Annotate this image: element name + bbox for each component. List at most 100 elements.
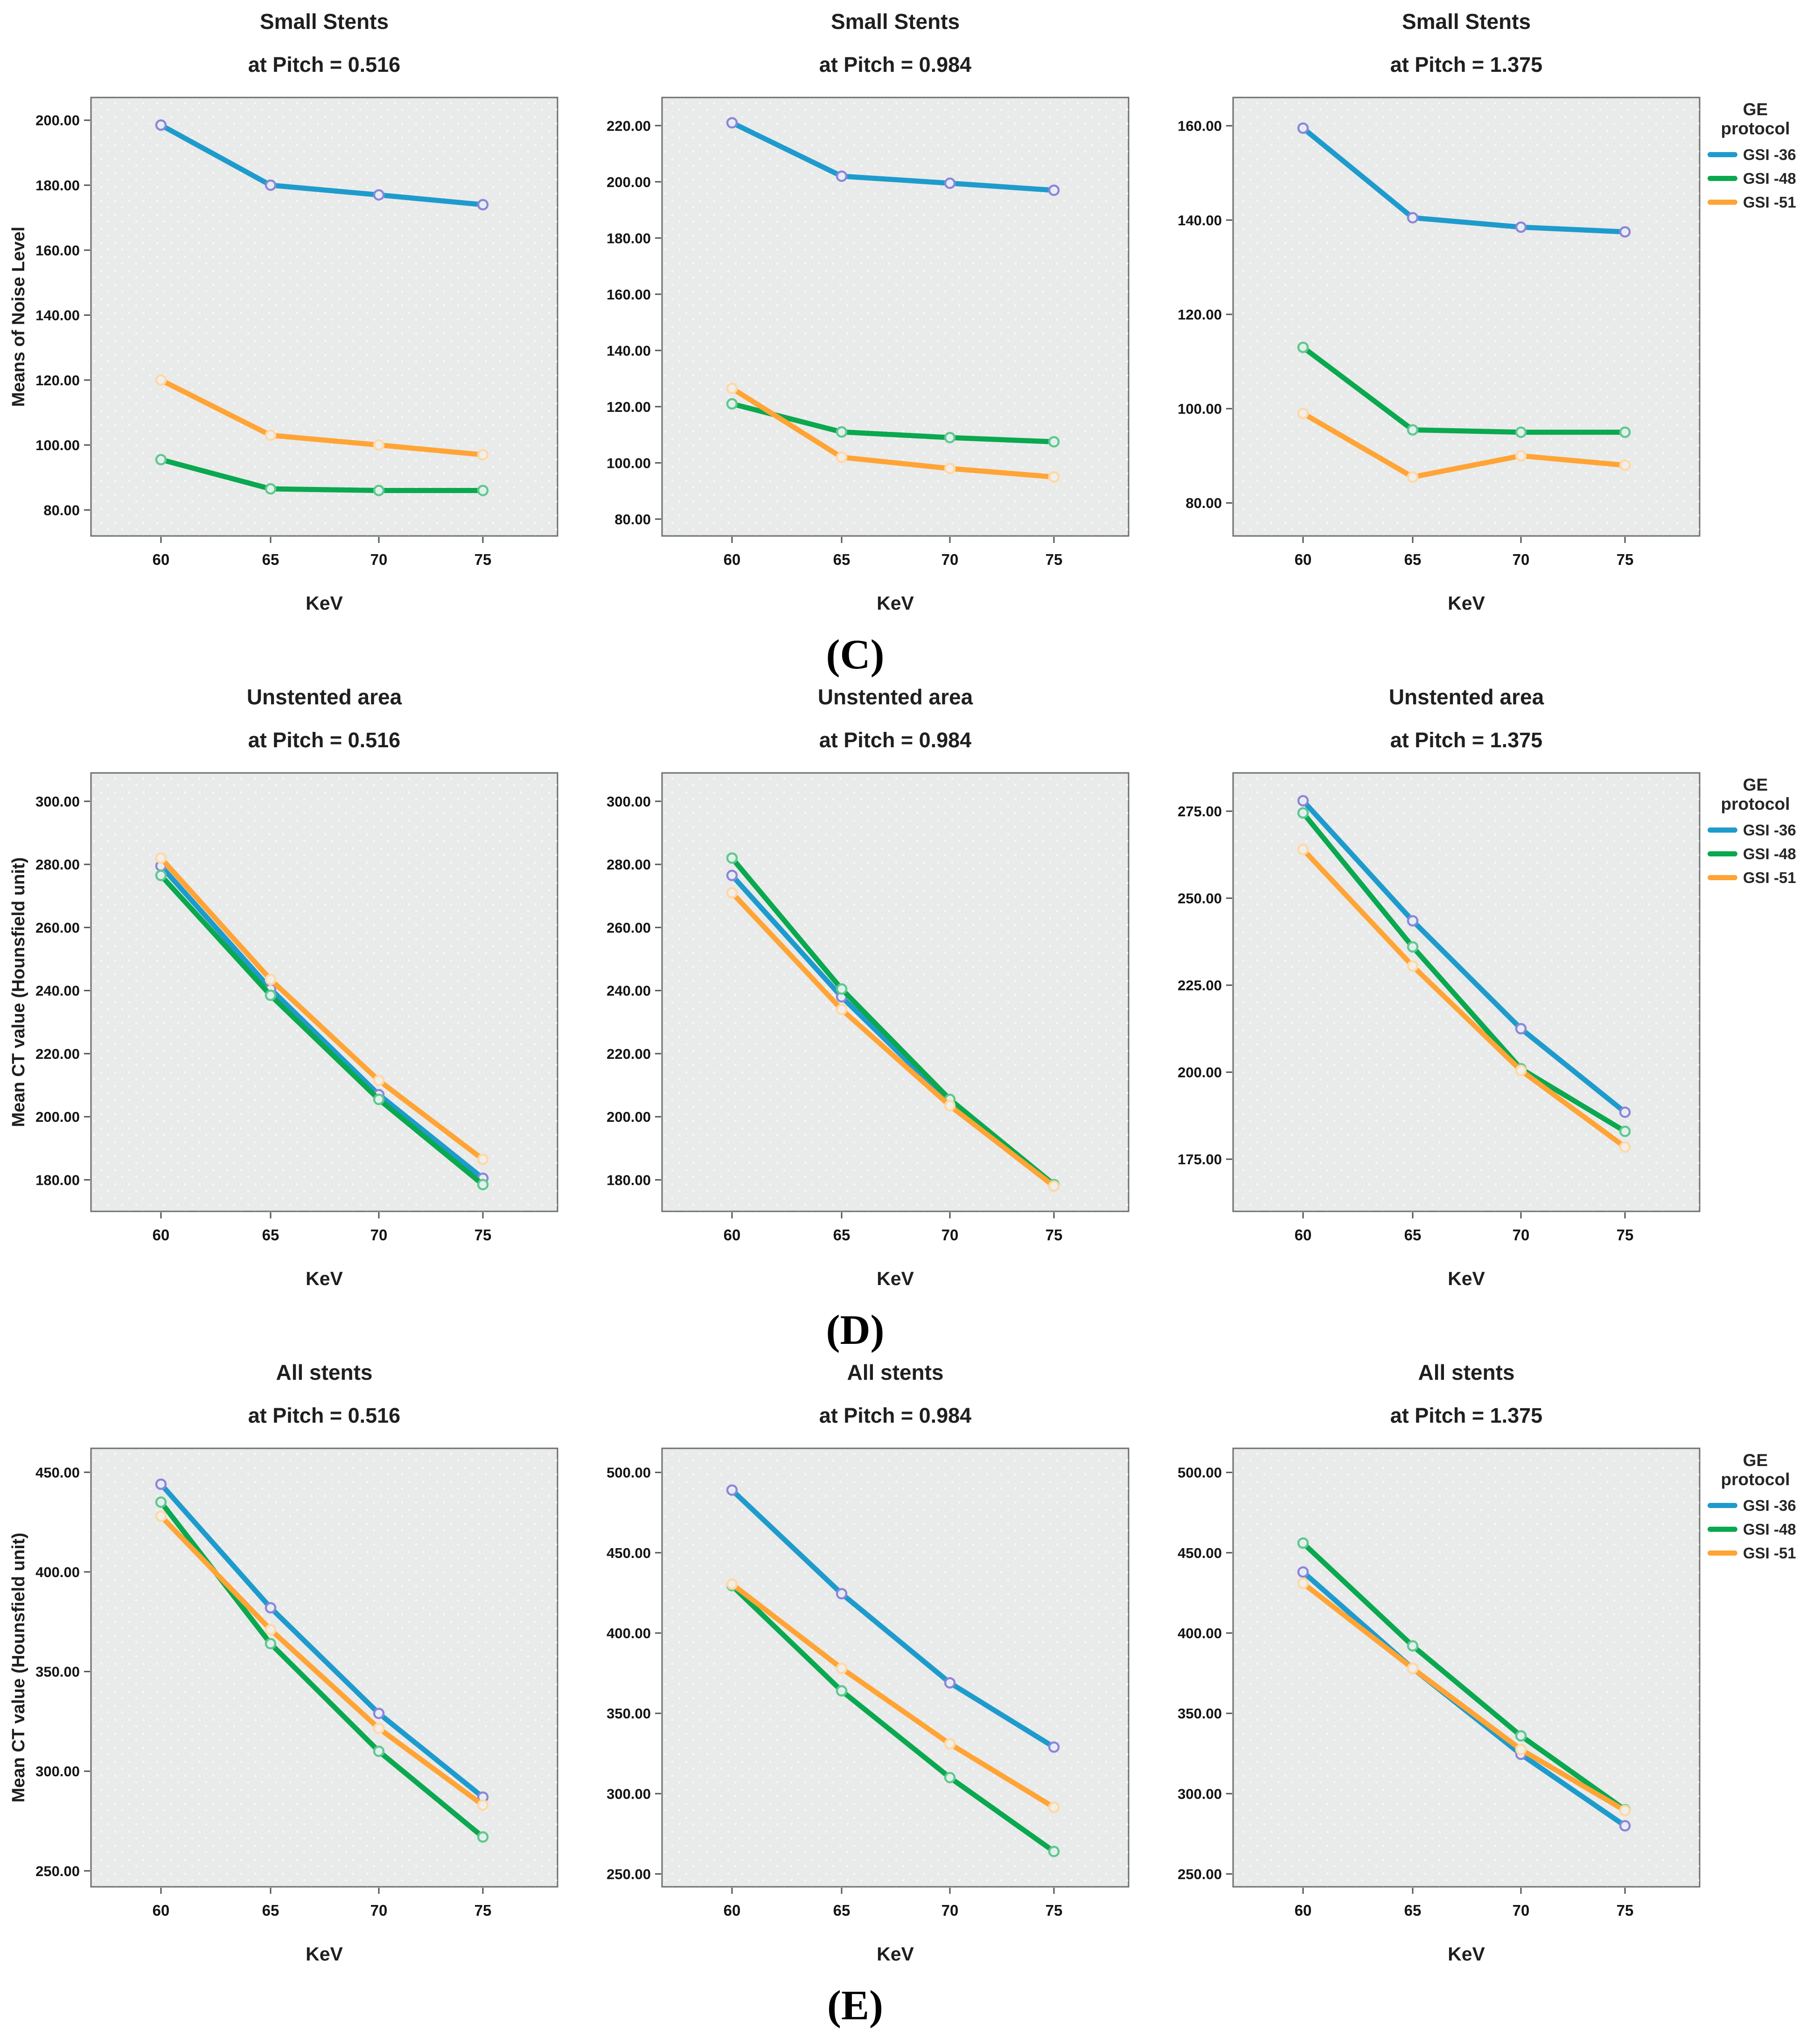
y-tick-label: 225.00: [1178, 977, 1222, 994]
series-line-gsi-48: [729, 855, 1057, 1188]
x-tick-label: 75: [1617, 551, 1634, 568]
data-point-marker: [1048, 1741, 1060, 1753]
data-point-marker: [726, 1484, 738, 1496]
line-chart: Unstented area at Pitch = 1.375 175.00 200.…: [1178, 685, 1701, 1289]
y-tick-label: 120.00: [35, 372, 80, 389]
chart-title: All stents: [847, 1360, 943, 1384]
x-axis-label: KeV: [1448, 1943, 1485, 1965]
data-point-marker: [1297, 795, 1309, 806]
y-tick-label: 400.00: [607, 1625, 651, 1641]
series-line-gsi-48: [1300, 810, 1628, 1134]
legend-entries: GSI -36 GSI -48 GSI -51: [1708, 821, 1803, 887]
data-point-marker: [155, 374, 167, 386]
x-tick-label: 60: [1295, 1226, 1312, 1244]
y-tick-label: 200.00: [35, 112, 80, 129]
y-axis-label: Means of Noise Level: [9, 227, 28, 407]
series-line-gsi-48: [158, 873, 486, 1188]
data-point-marker: [836, 1685, 848, 1697]
legend-entry-label: GSI -36: [1743, 821, 1796, 839]
y-axis-label: Mean CT value (Hounsfield unit): [9, 857, 28, 1127]
data-point-marker: [1297, 341, 1309, 353]
series-line-gsi-51: [158, 377, 486, 458]
x-tick-label: 75: [1617, 1226, 1634, 1244]
y-tick-label: 350.00: [35, 1664, 80, 1680]
data-point-marker: [477, 1799, 489, 1811]
x-tick-label: 60: [153, 1226, 170, 1244]
y-tick-label: 280.00: [607, 856, 651, 873]
series-line-gsi-36: [729, 120, 1057, 193]
legend-entry-label: GSI -51: [1743, 1544, 1796, 1562]
legend-entry-label: GSI -51: [1743, 869, 1796, 886]
data-point-marker: [836, 170, 848, 182]
legend-title: GE protocol: [1708, 100, 1803, 139]
series-line-gsi-48: [729, 1583, 1057, 1854]
chart-panel-unstented-pitch-0984: Unstented area at Pitch = 0.984 180.00 200.…: [571, 677, 1142, 1307]
y-tick-label: 500.00: [607, 1465, 651, 1481]
legend-swatch: [1708, 827, 1737, 833]
data-point-marker: [1619, 426, 1631, 438]
legend-swatch: [1708, 851, 1737, 857]
data-point-marker: [265, 973, 277, 986]
y-tick-label: 200.00: [607, 174, 651, 190]
legend-title: GE protocol: [1708, 775, 1803, 814]
row-label-d: (D): [826, 1307, 885, 1353]
x-tick-label: 60: [724, 1902, 741, 1919]
data-point-marker: [373, 189, 385, 201]
y-tick-label: 120.00: [1178, 306, 1222, 323]
series-line-gsi-51: [1300, 410, 1628, 480]
line-chart: Unstented area at Pitch = 0.984 180.00 200.…: [607, 685, 1130, 1289]
data-point-marker: [1515, 1023, 1527, 1035]
series-line-gsi-48: [1300, 1540, 1628, 1813]
data-point-marker: [265, 1638, 277, 1649]
data-point-marker: [944, 431, 956, 444]
legend-swatch: [1708, 200, 1737, 205]
data-point-marker: [726, 398, 738, 410]
chart-title: Small Stents: [260, 9, 389, 34]
legend-title-line2: protocol: [1721, 119, 1790, 139]
x-tick-label: 60: [724, 1226, 741, 1244]
row-all-stents: All stents at Pitch = 0.516 250.00 300.00 35…: [0, 1353, 1806, 2029]
x-tick-label: 65: [262, 1226, 279, 1244]
data-point-marker: [1297, 122, 1309, 134]
plot-area-texture: [662, 97, 1129, 536]
legend-title-line1: GE: [1743, 1451, 1768, 1470]
legend-entry-gsi-36: GSI -36: [1708, 146, 1803, 164]
data-point-marker: [726, 887, 738, 899]
series-line-gsi-36: [158, 863, 486, 1181]
x-tick-label: 60: [1295, 551, 1312, 568]
chart-panel-small-stents-pitch-0516: Small Stents at Pitch = 0.516 80.00 100.00 1…: [0, 2, 571, 632]
data-point-marker: [477, 1179, 489, 1190]
legend-entry-gsi-48: GSI -48: [1708, 170, 1803, 188]
data-point-marker: [1619, 1141, 1631, 1153]
y-tick-label: 240.00: [607, 983, 651, 999]
legend-swatch: [1708, 1527, 1737, 1532]
data-point-marker: [836, 452, 848, 463]
data-point-marker: [944, 463, 956, 474]
y-tick-label: 220.00: [607, 1046, 651, 1062]
x-tick-label: 70: [370, 551, 388, 568]
data-point-marker: [944, 1677, 956, 1689]
line-chart: Small Stents at Pitch = 0.516 80.00 100.00 1…: [9, 9, 558, 614]
y-tick-label: 350.00: [1178, 1705, 1222, 1722]
y-tick-label: 250.00: [1178, 890, 1222, 907]
data-point-marker: [944, 1100, 956, 1112]
x-axis-label: KeV: [306, 1943, 343, 1965]
x-tick-label: 65: [1404, 551, 1422, 568]
y-tick-label: 400.00: [35, 1564, 80, 1580]
legend-swatch: [1708, 152, 1737, 158]
data-point-marker: [1619, 1106, 1631, 1118]
chart-subtitle: at Pitch = 1.375: [1390, 53, 1542, 76]
legend-swatch: [1708, 875, 1737, 881]
chart-subtitle: at Pitch = 0.984: [819, 53, 971, 76]
line-chart: All stents at Pitch = 1.375 250.00 300.00 35…: [1178, 1360, 1701, 1965]
data-point-marker: [726, 117, 738, 129]
legend-entry-gsi-48: GSI -48: [1708, 845, 1803, 863]
data-point-marker: [1407, 424, 1419, 436]
data-point-marker: [1407, 1662, 1419, 1674]
legend-entry-gsi-51: GSI -51: [1708, 1544, 1803, 1562]
x-tick-label: 65: [833, 1902, 851, 1919]
row-label-c: (C): [826, 631, 885, 678]
chart-subtitle: at Pitch = 0.516: [248, 728, 400, 752]
data-point-marker: [1297, 843, 1309, 855]
